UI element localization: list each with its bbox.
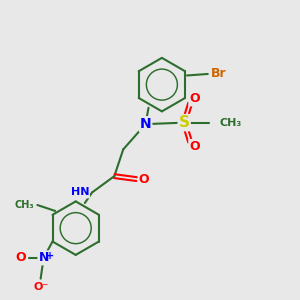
- Text: O⁻: O⁻: [33, 282, 48, 292]
- Text: CH₃: CH₃: [220, 118, 242, 128]
- Text: S: S: [179, 115, 190, 130]
- Text: +: +: [46, 251, 54, 261]
- Text: O: O: [189, 92, 200, 105]
- Text: HN: HN: [70, 188, 89, 197]
- Text: O: O: [189, 140, 200, 153]
- Text: O: O: [139, 172, 149, 186]
- Text: O: O: [15, 251, 26, 264]
- Text: N: N: [38, 251, 49, 264]
- Text: CH₃: CH₃: [15, 200, 34, 210]
- Text: N: N: [140, 117, 152, 131]
- Text: Br: Br: [210, 68, 226, 80]
